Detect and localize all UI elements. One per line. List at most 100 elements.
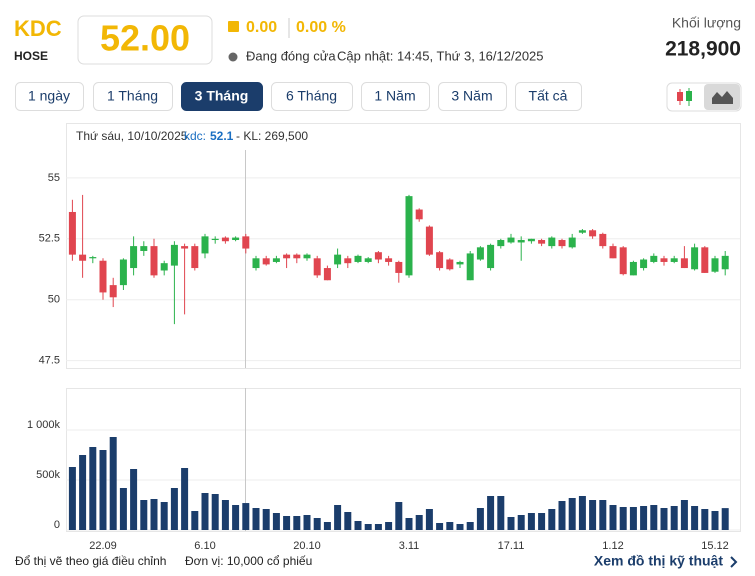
area-button[interactable] xyxy=(704,84,740,110)
candle-body xyxy=(640,259,648,269)
candle-body xyxy=(527,238,535,242)
volume-bar xyxy=(650,505,658,530)
tab-bg[interactable] xyxy=(93,82,173,111)
volume-bar xyxy=(303,515,311,530)
volume-bar xyxy=(680,500,688,530)
volume-bar xyxy=(385,522,393,530)
range-tabs: 1 ngày 1 Tháng 3 Tháng 6 Tháng 1 Năm 3 Năm Tất… xyxy=(15,82,582,111)
ticker: KDC xyxy=(14,16,62,41)
x-tick-label: 17.11 xyxy=(498,540,525,552)
candle-body xyxy=(323,268,331,281)
tab-label[interactable]: 6 Tháng xyxy=(286,88,337,104)
candle-body xyxy=(170,244,178,266)
candle-body xyxy=(303,254,311,259)
candle-body xyxy=(558,240,566,247)
candle-body xyxy=(415,209,423,220)
volume-bar xyxy=(487,496,495,530)
tab-bg[interactable] xyxy=(515,82,582,111)
candle-body xyxy=(609,246,617,259)
volume-bar xyxy=(313,518,321,530)
technical-link[interactable]: Xem đồ thị kỹ thuật xyxy=(594,553,738,569)
candle-body xyxy=(354,255,362,262)
x-tick-label: 22.09 xyxy=(89,540,117,552)
tab-bg[interactable] xyxy=(438,82,507,111)
tab-label[interactable]: 3 Tháng xyxy=(195,88,249,104)
candle-body xyxy=(109,285,117,298)
volume-bar xyxy=(527,513,535,530)
tab[interactable]: 1 Năm xyxy=(361,82,430,111)
candle-body xyxy=(272,258,280,262)
candle-body xyxy=(395,261,403,273)
candle-body xyxy=(721,255,729,270)
candle-body xyxy=(140,246,148,251)
candle-body xyxy=(211,238,219,241)
candle-body xyxy=(599,233,607,247)
candle-body xyxy=(578,230,586,233)
volume-bar xyxy=(415,515,423,530)
volume-bar xyxy=(89,447,97,530)
tooltip-value: 52.1 xyxy=(210,129,234,143)
volume-bar xyxy=(599,500,607,530)
tab-label[interactable]: 1 Năm xyxy=(374,88,415,104)
tab-bg[interactable] xyxy=(181,82,263,111)
volume-bar xyxy=(436,523,444,530)
candle-body xyxy=(262,258,270,265)
candle-body xyxy=(538,240,546,244)
volume-label: Khối lượng xyxy=(672,15,741,31)
candle-body xyxy=(201,236,209,254)
candle-body xyxy=(670,258,678,262)
volume-bar xyxy=(405,518,413,530)
candle-body xyxy=(446,259,454,270)
candle-body xyxy=(507,237,515,243)
candle-button[interactable] xyxy=(677,88,692,106)
candle-body xyxy=(497,240,505,247)
volume-bar xyxy=(252,508,260,530)
candle-body xyxy=(293,254,301,259)
volume-bar xyxy=(272,513,280,530)
tab-bg[interactable] xyxy=(361,82,430,111)
volume-bar xyxy=(701,509,709,530)
candle-body xyxy=(79,254,87,261)
tab[interactable]: 3 Tháng xyxy=(181,82,263,111)
volume-bar xyxy=(150,499,158,530)
candle-body xyxy=(650,255,658,262)
status: Đang đóng cửa xyxy=(246,48,336,63)
volume-bar xyxy=(221,500,229,530)
volume-bar xyxy=(721,508,729,530)
tab-label[interactable]: 1 ngày xyxy=(28,88,70,104)
volume-bar xyxy=(670,506,678,530)
exchange: HOSE xyxy=(14,49,48,63)
volume-panel xyxy=(66,388,741,532)
tab[interactable]: 1 Tháng xyxy=(93,82,173,111)
volume-bar xyxy=(211,494,219,530)
volume-bar xyxy=(79,455,87,530)
x-tick-label: 15.12 xyxy=(701,540,729,552)
volume-bar xyxy=(517,515,525,530)
candle-body xyxy=(711,258,719,272)
tab-bg[interactable] xyxy=(15,82,84,111)
candle-body xyxy=(701,247,709,273)
x-tick-label: 6.10 xyxy=(194,540,215,552)
candle-body xyxy=(181,246,189,249)
candle-body xyxy=(130,246,138,269)
tab[interactable]: Tất cả xyxy=(515,82,582,111)
tab[interactable]: 6 Tháng xyxy=(271,82,353,111)
tab-bg[interactable] xyxy=(271,82,353,111)
volume-bar xyxy=(456,524,464,530)
link-text[interactable]: Xem đồ thị kỹ thuật xyxy=(594,553,723,569)
tab-label[interactable]: 1 Tháng xyxy=(107,88,158,104)
tab[interactable]: 3 Năm xyxy=(438,82,507,111)
volume-bar xyxy=(395,502,403,530)
candle-body xyxy=(680,258,688,269)
volume-bar xyxy=(354,521,362,530)
tab-label[interactable]: 3 Năm xyxy=(451,88,492,104)
y-tick-label: 1 000k xyxy=(27,419,61,431)
footer-unit: Đơn vị: 10,000 cổ phiếu xyxy=(185,554,312,568)
volume-bar xyxy=(232,505,240,530)
link-arrow xyxy=(730,556,738,568)
tab-label[interactable]: Tất cả xyxy=(529,88,568,104)
y-tick-label: 0 xyxy=(54,519,60,531)
tab[interactable]: 1 ngày xyxy=(15,82,84,111)
candle-body xyxy=(456,261,464,265)
